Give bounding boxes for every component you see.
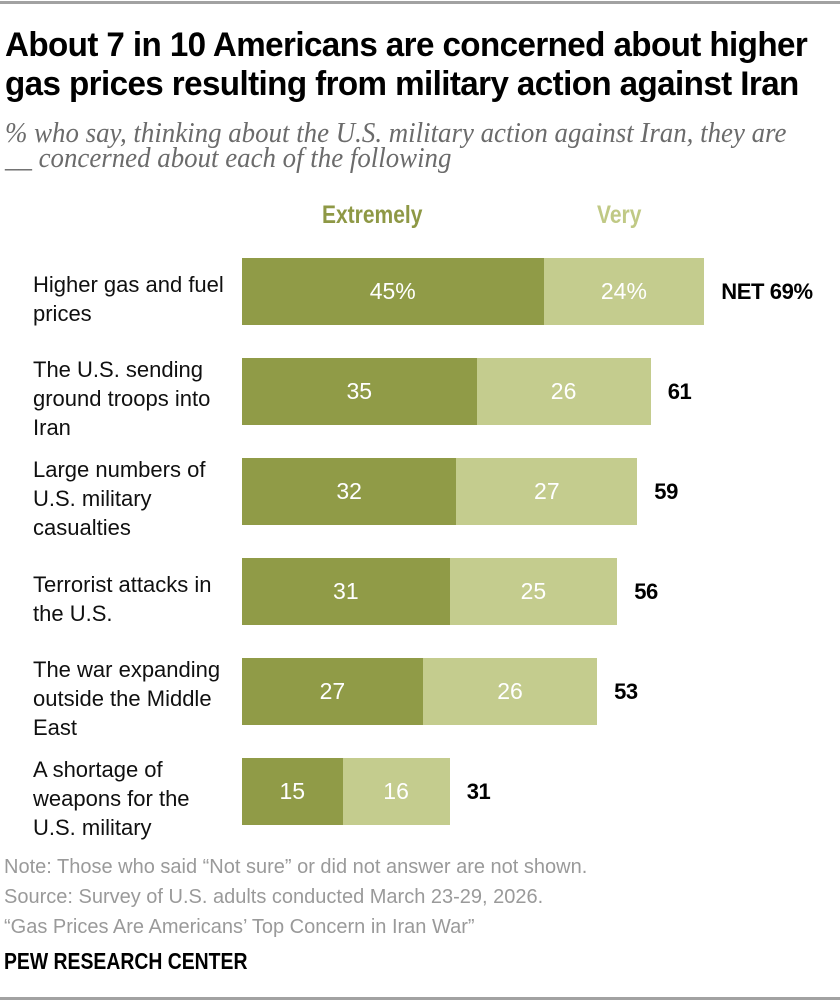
segment-extremely: 35	[242, 358, 477, 425]
bottom-rule	[0, 997, 840, 1000]
net-value: 53	[614, 678, 638, 704]
top-rule	[0, 1, 840, 4]
row-label: The U.S. sending ground troops into Iran	[33, 357, 211, 440]
row-label: Terrorist attacks in the U.S.	[33, 571, 212, 626]
net-value: NET 69%	[721, 278, 813, 304]
segment-extremely: 27	[242, 658, 423, 725]
stacked-bar: 45% 24% NET 69%	[242, 258, 813, 325]
row-label: The war expanding outside the Middle Eas…	[33, 657, 221, 740]
legend-extremely: Extremely	[322, 201, 423, 229]
bar-chart: Higher gas and fuel prices 45% 24% NET 69% T…	[0, 258, 840, 858]
stacked-bar: 32 27 59	[242, 458, 678, 525]
chart-subtitle: % who say, thinking about the U.S. milit…	[5, 118, 787, 174]
footnotes: Note: Those who said “Not sure” or did n…	[4, 856, 588, 938]
legend-very: Very	[597, 201, 642, 229]
row-label: Higher gas and fuel prices	[33, 271, 224, 326]
chart-row: The U.S. sending ground troops into Iran…	[0, 357, 840, 458]
segment-very: 26	[422, 658, 598, 725]
segment-extremely: 15	[242, 758, 343, 825]
chart-row: Terrorist attacks in the U.S. 31 25 56	[0, 558, 840, 658]
segment-very: 24%	[543, 258, 705, 325]
row-label: Large numbers of U.S. military casualtie…	[33, 457, 206, 540]
stacked-bar: 15 16 31	[242, 758, 491, 825]
net-value: 31	[466, 778, 491, 804]
chart-title: About 7 in 10 Americans are concerned ab…	[5, 26, 808, 103]
net-value: 56	[634, 578, 658, 604]
segment-very: 16	[342, 758, 450, 825]
row-label: A shortage of weapons for the U.S. milit…	[33, 757, 190, 840]
stacked-bar: 31 25 56	[242, 558, 658, 625]
segment-very: 25	[449, 558, 618, 625]
segment-extremely: 32	[242, 458, 457, 525]
stacked-bar: 27 26 53	[242, 658, 638, 725]
net-value: 59	[654, 478, 678, 504]
chart-row: Large numbers of U.S. military casualtie…	[0, 457, 840, 558]
chart-row: Higher gas and fuel prices 45% 24% NET 69%	[0, 258, 840, 358]
segment-very: 26	[476, 358, 651, 425]
chart-row: The war expanding outside the Middle Eas…	[0, 657, 840, 758]
segment-very: 27	[456, 458, 638, 525]
chart-row: A shortage of weapons for the U.S. milit…	[0, 757, 840, 858]
pew-research-center-wordmark: PEW RESEARCH CENTER	[4, 948, 248, 974]
segment-extremely: 45%	[242, 258, 544, 325]
net-value: 61	[667, 378, 692, 404]
segment-extremely: 31	[242, 558, 450, 625]
stacked-bar: 35 26 61	[242, 358, 692, 425]
